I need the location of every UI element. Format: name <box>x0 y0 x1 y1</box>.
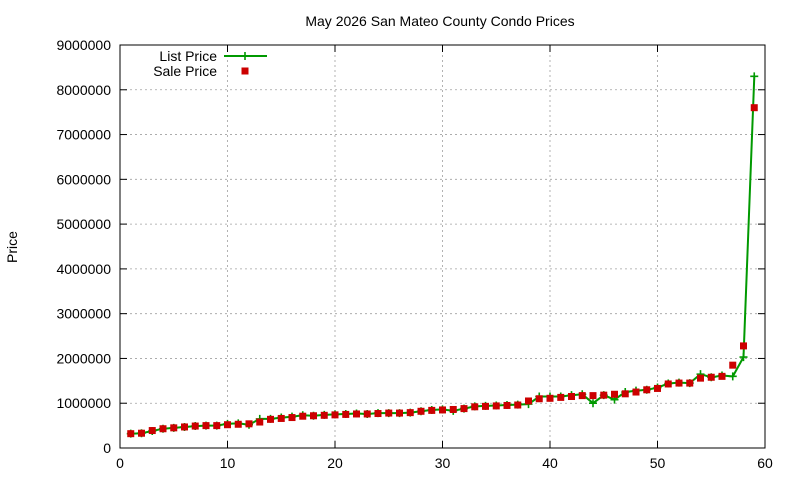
list-price-point <box>739 353 748 362</box>
legend: List Price Sale Price <box>153 48 267 79</box>
sale-price-point <box>374 410 382 418</box>
grid-lines <box>120 45 765 448</box>
sale-price-point <box>729 361 737 369</box>
sale-price-point <box>256 418 264 426</box>
sale-price-point <box>299 412 307 420</box>
sale-price-point <box>213 422 221 430</box>
plot-border <box>119 44 766 449</box>
sale-price-point <box>546 394 554 402</box>
x-tick-label: 50 <box>650 455 666 471</box>
sale-price-point <box>267 415 274 423</box>
x-tick-label: 40 <box>542 455 558 471</box>
sale-price-point <box>632 388 640 396</box>
y-tick-label: 7000000 <box>56 127 111 143</box>
sale-price-point <box>449 405 457 413</box>
sale-price-point <box>514 401 522 409</box>
sale-price-point <box>664 380 672 388</box>
sale-price-point <box>181 423 188 431</box>
y-tick-label: 4000000 <box>56 261 111 277</box>
sale-price-point <box>675 379 683 387</box>
sale-price-point <box>750 104 758 112</box>
sale-price-point <box>439 406 446 414</box>
sale-price-point <box>697 374 704 382</box>
sale-price-point <box>686 379 694 387</box>
sale-price-point <box>396 409 403 417</box>
sale-price-point <box>611 390 618 398</box>
sale-price-point <box>482 402 489 410</box>
sale-price-point <box>224 421 231 429</box>
sale-price-point <box>288 414 296 422</box>
legend-label-sale-price: Sale Price <box>153 63 217 79</box>
sale-price-point <box>654 384 661 392</box>
sale-price-point <box>568 393 575 401</box>
sale-price-point <box>310 412 317 420</box>
sale-price-point <box>245 420 253 428</box>
sale-price-point <box>159 425 167 433</box>
sale-price-point <box>417 407 425 415</box>
list-price-point <box>589 399 597 408</box>
sale-price-point <box>234 420 242 428</box>
sale-price-point <box>170 424 178 432</box>
sale-price-point <box>148 427 156 435</box>
sale-price-point <box>202 422 210 430</box>
y-tick-label: 0 <box>103 440 111 456</box>
sale-price-point <box>535 395 543 403</box>
sale-price-point <box>363 410 371 418</box>
sale-price-point <box>643 386 651 394</box>
sale-price-point <box>277 414 285 422</box>
sale-price-point <box>600 391 608 399</box>
sale-price-point <box>191 422 199 430</box>
sale-price-point <box>320 411 328 419</box>
y-tick-label: 3000000 <box>56 306 111 322</box>
x-tick-label: 30 <box>435 455 451 471</box>
sale-price-point <box>557 393 565 401</box>
sale-price-point <box>406 409 414 417</box>
sale-price-point <box>353 410 360 418</box>
y-axis-label: Price <box>4 231 20 263</box>
sale-price-point <box>578 392 586 400</box>
x-tick-label: 0 <box>116 455 124 471</box>
y-tick-label: 5000000 <box>56 216 111 232</box>
sale-price-point <box>471 403 479 411</box>
axis-ticks: 0 10 20 30 40 50 60 0 1000000 2000000 3000000 40000… <box>56 37 773 471</box>
sale-price-point <box>492 402 500 410</box>
sale-price-point <box>707 373 715 381</box>
list-price-point <box>728 372 737 381</box>
y-tick-label: 2000000 <box>56 350 111 366</box>
legend-marker-sale-price <box>241 67 249 75</box>
y-tick-label: 9000000 <box>56 37 111 53</box>
x-tick-label: 10 <box>220 455 236 471</box>
x-tick-label: 60 <box>757 455 773 471</box>
y-tick-label: 8000000 <box>56 82 111 98</box>
sale-price-point <box>589 392 597 400</box>
sale-price-point <box>428 406 436 414</box>
sale-price-point <box>718 372 726 380</box>
y-tick-label: 1000000 <box>56 395 111 411</box>
legend-label-list-price: List Price <box>159 48 217 64</box>
sale-price-point <box>385 409 393 417</box>
sale-price-point <box>127 430 135 438</box>
sale-price-point <box>342 410 350 418</box>
sale-price-point <box>138 429 145 437</box>
sale-price-point <box>503 401 511 409</box>
chart-title: May 2026 San Mateo County Condo Prices <box>305 13 574 29</box>
sale-price-point <box>331 411 339 419</box>
sale-price-point <box>525 397 532 405</box>
sale-price-point <box>460 405 468 413</box>
sale-price-point <box>621 390 629 398</box>
sale-price-point <box>740 342 747 350</box>
list-price-point <box>750 72 759 81</box>
plot-series <box>126 72 759 438</box>
y-tick-label: 6000000 <box>56 171 111 187</box>
x-tick-label: 20 <box>327 455 343 471</box>
legend-marker-list-price <box>241 52 249 60</box>
